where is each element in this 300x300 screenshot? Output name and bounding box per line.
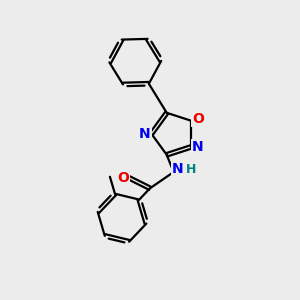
Text: N: N	[139, 127, 151, 141]
Text: O: O	[192, 112, 204, 126]
Text: H: H	[185, 163, 196, 176]
Text: O: O	[117, 171, 129, 185]
Text: N: N	[172, 161, 184, 176]
Text: N: N	[192, 140, 204, 154]
